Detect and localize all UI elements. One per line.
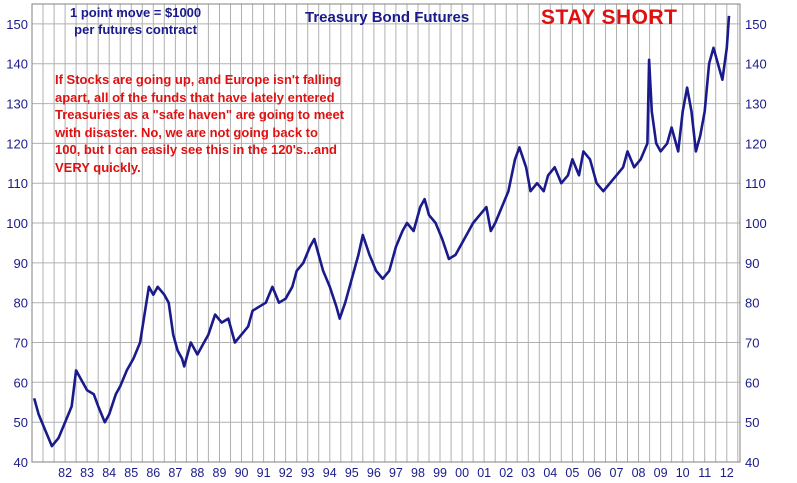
y-axis-right: 40 50 60 70 80 90 100 110 120 130 140 150 bbox=[745, 17, 767, 470]
y-tick-label-left: 110 bbox=[7, 176, 28, 191]
chart-title: Treasury Bond Futures bbox=[305, 9, 470, 26]
y-tick-label-left: 150 bbox=[6, 17, 28, 32]
y-tick-label-right: 60 bbox=[745, 375, 759, 390]
commentary-line: 100, but I can easily see this in the 12… bbox=[55, 142, 337, 158]
commentary-line: with disaster. No, we are not going back… bbox=[55, 124, 318, 140]
y-tick-label-right: 150 bbox=[745, 17, 767, 32]
x-tick-label: 03 bbox=[521, 466, 535, 480]
y-tick-label-left: 130 bbox=[6, 97, 28, 112]
stay-short-label: STAY SHORT bbox=[541, 6, 678, 29]
y-tick-label-right: 130 bbox=[745, 97, 767, 112]
commentary-line: VERY quickly. bbox=[55, 159, 141, 175]
y-tick-label-right: 100 bbox=[745, 216, 767, 231]
x-tick-label: 85 bbox=[124, 466, 138, 480]
x-tick-label: 12 bbox=[720, 466, 734, 480]
x-tick-label: 01 bbox=[477, 466, 491, 480]
y-axis-left: 40 50 60 70 80 90 100 110 120 130 140 150 bbox=[6, 17, 28, 470]
x-tick-label: 08 bbox=[632, 466, 646, 480]
x-tick-label: 99 bbox=[433, 466, 447, 480]
x-tick-label: 95 bbox=[345, 466, 359, 480]
y-tick-label-left: 80 bbox=[14, 296, 28, 311]
grid-lines bbox=[31, 4, 740, 463]
y-tick-label-left: 100 bbox=[6, 216, 28, 231]
x-tick-label: 07 bbox=[610, 466, 624, 480]
y-tick-label-left: 40 bbox=[14, 455, 28, 470]
y-tick-label-left: 90 bbox=[14, 256, 28, 271]
y-tick-label-left: 70 bbox=[14, 336, 28, 351]
y-tick-label-right: 50 bbox=[745, 415, 759, 430]
x-tick-label: 86 bbox=[146, 466, 160, 480]
x-tick-label: 02 bbox=[499, 466, 513, 480]
x-tick-label: 04 bbox=[543, 466, 557, 480]
x-tick-label: 89 bbox=[213, 466, 227, 480]
y-tick-label-left: 120 bbox=[6, 136, 28, 151]
x-tick-label: 00 bbox=[455, 466, 469, 480]
x-tick-label: 94 bbox=[323, 466, 337, 480]
plot-border bbox=[31, 3, 741, 463]
x-tick-label: 98 bbox=[411, 466, 425, 480]
x-tick-label: 06 bbox=[587, 466, 601, 480]
commentary-line: apart, all of the funds that have lately… bbox=[55, 89, 335, 105]
commentary-line: Treasuries as a "safe haven" are going t… bbox=[55, 107, 345, 123]
x-tick-label: 97 bbox=[389, 466, 403, 480]
x-tick-label: 93 bbox=[301, 466, 315, 480]
commentary-text: If Stocks are going up, and Europe isn't… bbox=[55, 71, 405, 177]
point-note-line1: 1 point move = $1000 bbox=[70, 5, 202, 20]
x-tick-label: 92 bbox=[279, 466, 293, 480]
point-note-line2: per futures contract bbox=[74, 22, 197, 37]
x-tick-label: 83 bbox=[80, 466, 94, 480]
y-tick-label-right: 120 bbox=[745, 136, 767, 151]
y-tick-label-right: 110 bbox=[745, 176, 766, 191]
y-tick-label-right: 80 bbox=[745, 296, 759, 311]
x-tick-label: 10 bbox=[676, 466, 690, 480]
x-tick-label: 90 bbox=[235, 466, 249, 480]
x-tick-label: 09 bbox=[654, 466, 668, 480]
x-tick-label: 87 bbox=[168, 466, 182, 480]
y-tick-label-right: 90 bbox=[745, 256, 759, 271]
y-tick-label-right: 70 bbox=[745, 336, 759, 351]
y-tick-label-left: 60 bbox=[14, 375, 28, 390]
x-tick-label: 11 bbox=[698, 466, 711, 480]
y-tick-label-left: 50 bbox=[14, 415, 28, 430]
y-tick-label-right: 140 bbox=[745, 57, 767, 72]
y-tick-label-right: 40 bbox=[745, 455, 759, 470]
x-tick-label: 88 bbox=[190, 466, 204, 480]
x-tick-label: 05 bbox=[565, 466, 579, 480]
series-line bbox=[32, 15, 731, 448]
y-tick-label-left: 140 bbox=[6, 57, 28, 72]
x-tick-label: 91 bbox=[257, 466, 271, 480]
x-tick-label: 96 bbox=[367, 466, 381, 480]
point-value-note: 1 point move = $1000 per futures contrac… bbox=[70, 4, 201, 38]
x-axis: 82 83 84 85 86 87 88 89 90 91 92 93 94 95 96 97 98 99 00 01… bbox=[58, 466, 734, 480]
commentary-line: If Stocks are going up, and Europe isn't… bbox=[55, 72, 342, 87]
x-tick-label: 84 bbox=[102, 466, 116, 480]
x-tick-label: 82 bbox=[58, 466, 72, 480]
